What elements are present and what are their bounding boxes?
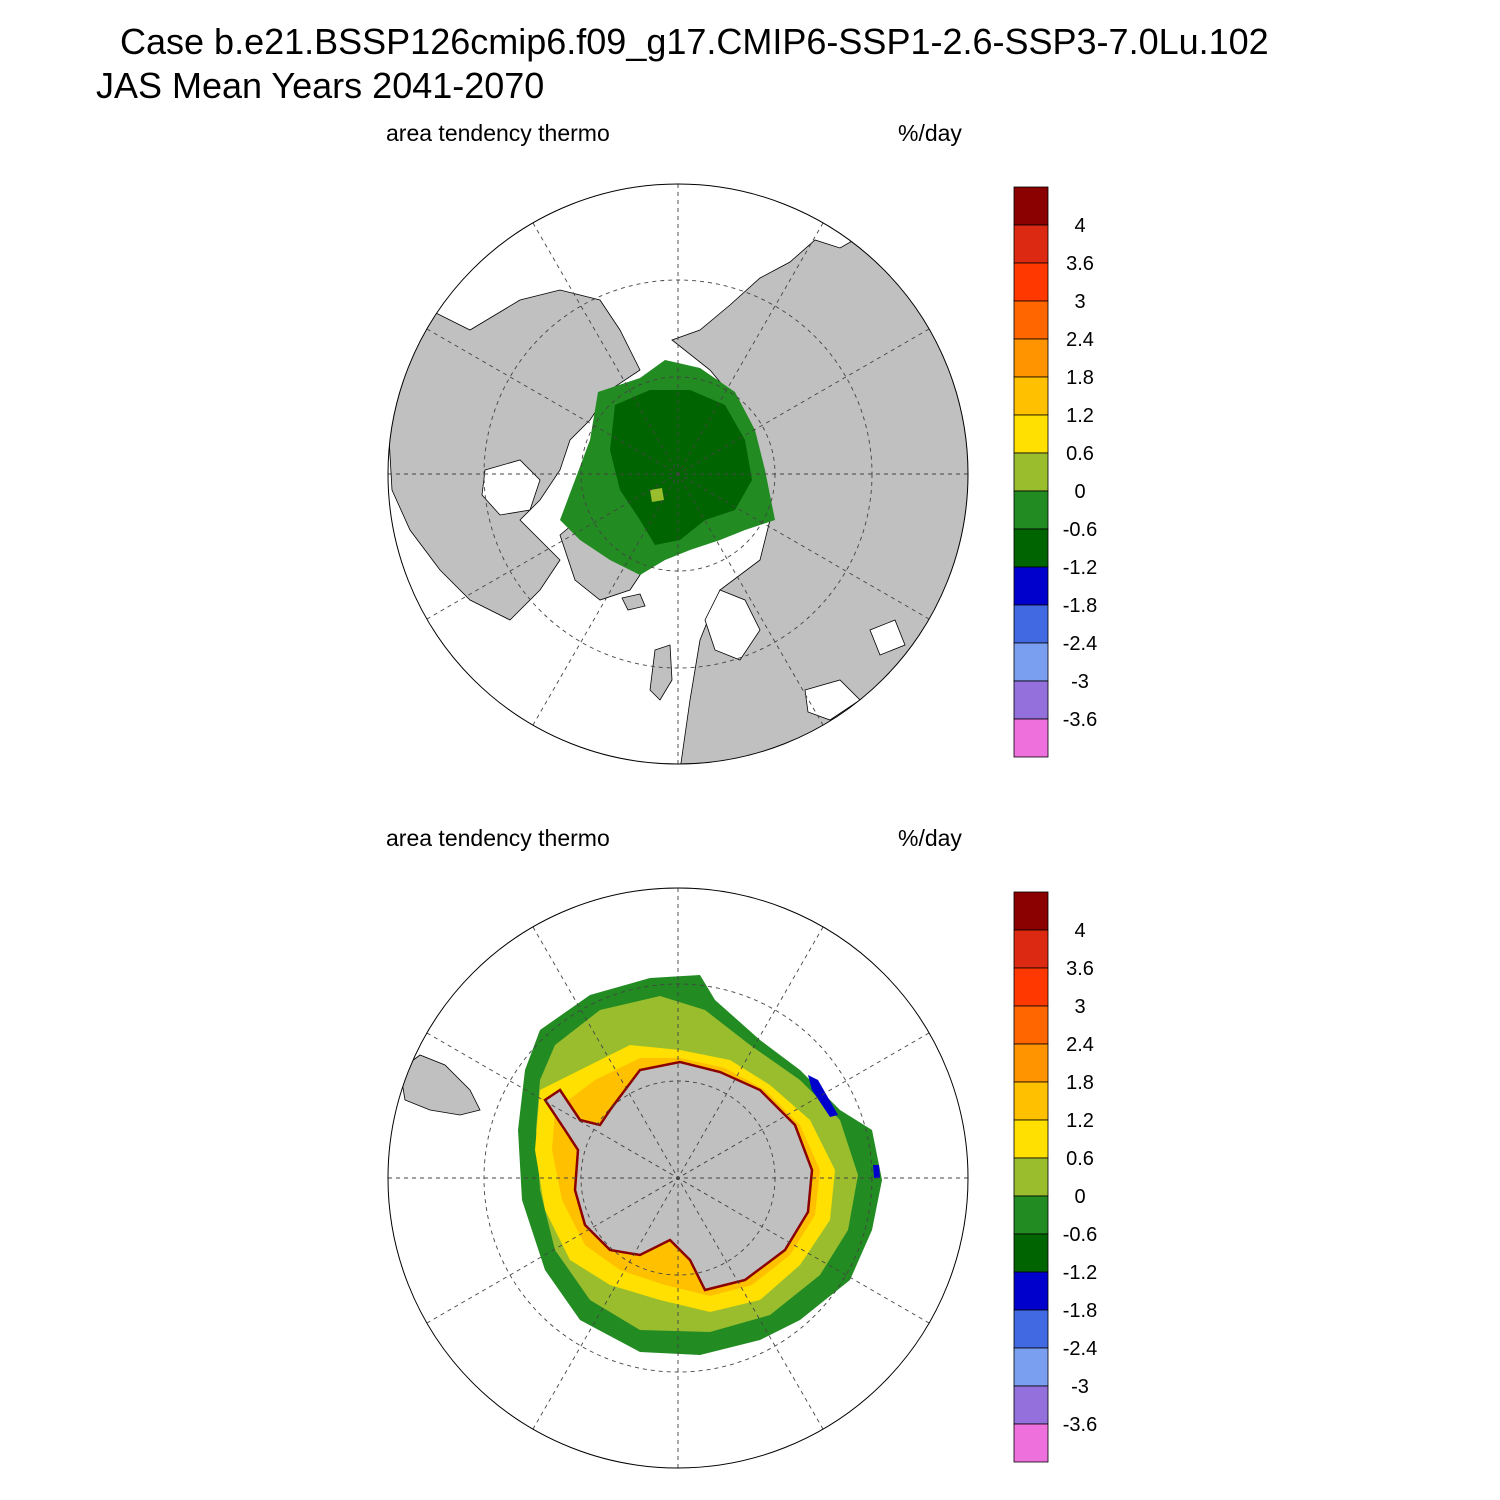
south-colorbar-tick-label: 0.6 [1066,1148,1094,1170]
north-colorbar-tick-label: 0 [1074,481,1085,503]
south-colorbar-box-14 [1013,1423,1049,1463]
south-colorbar-tick-label: -1.2 [1063,1262,1097,1284]
south-colorbar-box-9 [1013,1233,1049,1273]
north-colorbar-box-1 [1013,224,1049,264]
south-colorbar-tick-label: 1.8 [1066,1072,1094,1094]
south-land-south-america [399,1054,481,1116]
north-land-iceland [621,593,646,611]
south-colorbar-tick-label: -3 [1071,1376,1089,1398]
south-colorbar-box-8 [1013,1195,1049,1235]
north-map-border [387,183,969,765]
south-map-content [399,975,882,1355]
south-panel-variable-label: area tendency thermo [386,825,610,851]
south-colorbar-tick-label: 4 [1074,920,1085,942]
north-colorbar-box-2 [1013,262,1049,302]
north-colorbar-tick-label: -1.2 [1063,557,1097,579]
south-colorbar-box-7 [1013,1157,1049,1197]
south-colorbar-box-3 [1013,1005,1049,1045]
north-colorbar-tick-label: 1.8 [1066,367,1094,389]
figure-title-line2: JAS Mean Years 2041-2070 [96,65,545,106]
north-colorbar-box-0 [1013,186,1049,226]
north-colorbar-tick-label: 4 [1074,215,1085,237]
south-colorbar-box-10 [1013,1271,1049,1311]
north-sea-caspian [804,679,861,721]
north-polar-map [387,183,969,765]
north-colorbar-tick-label: -1.8 [1063,595,1097,617]
south-colorbar: 4 3.6 3 2.4 1.8 1.2 0.6 0 -0.6 -1.2 -1.8 -2.4 -3 -3.6 [1013,891,1097,1463]
north-colorbar-box-9 [1013,528,1049,568]
north-colorbar-box-4 [1013,338,1049,378]
south-colorbar-box-6 [1013,1119,1049,1159]
south-colorbar-box-2 [1013,967,1049,1007]
south-colorbar-box-4 [1013,1043,1049,1083]
south-land-antarctica [543,1060,814,1292]
north-ice-field-core [610,390,752,545]
south-colorbar-box-5 [1013,1081,1049,1121]
south-colorbar-tick-label: 0 [1074,1186,1085,1208]
north-colorbar-box-11 [1013,604,1049,644]
north-colorbar-box-7 [1013,452,1049,492]
south-ice-negative-patch-1 [808,1075,838,1117]
north-sea-black [869,619,906,656]
north-colorbar-tick-label: -0.6 [1063,519,1097,541]
south-colorbar-tick-label: 2.4 [1066,1034,1094,1056]
south-colorbar-box-12 [1013,1347,1049,1387]
figure-title-line1: Case b.e21.BSSP126cmip6.f09_g17.CMIP6-SS… [120,21,1269,62]
south-colorbar-box-11 [1013,1309,1049,1349]
south-colorbar-tick-label: 3.6 [1066,958,1094,980]
north-colorbar-tick-label: -3 [1071,671,1089,693]
north-colorbar-box-14 [1013,718,1049,758]
south-ice-negative-patch-2 [873,1165,880,1178]
south-map-border [387,887,969,1469]
north-colorbar-box-8 [1013,490,1049,530]
south-graticule [388,888,968,1468]
south-colorbar-tick-label: -0.6 [1063,1224,1097,1246]
north-colorbar-box-5 [1013,376,1049,416]
south-colorbar-tick-label: -1.8 [1063,1300,1097,1322]
south-colorbar-tick-label: -2.4 [1063,1338,1097,1360]
south-colorbar-box-13 [1013,1385,1049,1425]
north-colorbar-box-13 [1013,680,1049,720]
north-colorbar-tick-label: -3.6 [1063,709,1097,731]
south-polar-map [387,887,969,1469]
south-colorbar-box-1 [1013,929,1049,969]
north-colorbar-box-6 [1013,414,1049,454]
south-colorbar-tick-label: 3 [1074,996,1085,1018]
north-sea-baltic [704,589,761,661]
south-colorbar-tick-label: -3.6 [1063,1414,1097,1436]
south-panel-units-label: %/day [898,825,962,851]
north-colorbar-box-3 [1013,300,1049,340]
north-panel-variable-label: area tendency thermo [386,120,610,146]
north-colorbar-tick-label: 1.2 [1066,405,1094,427]
north-land-britain [649,644,673,701]
north-colorbar-box-10 [1013,566,1049,606]
north-map-content [388,231,968,764]
north-ice-patch-positive [650,488,664,502]
north-colorbar-tick-label: 0.6 [1066,443,1094,465]
north-colorbar-tick-label: 3 [1074,291,1085,313]
north-colorbar: 4 3.6 3 2.4 1.8 1.2 0.6 0 -0.6 -1.2 -1.8 -2.4 -3 -3.6 [1013,186,1097,758]
north-graticule [388,184,968,764]
south-colorbar-tick-label: 1.2 [1066,1110,1094,1132]
north-colorbar-box-12 [1013,642,1049,682]
north-land-america [388,289,641,621]
north-colorbar-tick-label: 3.6 [1066,253,1094,275]
north-panel-units-label: %/day [898,120,962,146]
south-colorbar-box-0 [1013,891,1049,931]
north-colorbar-tick-label: 2.4 [1066,329,1094,351]
north-colorbar-tick-label: -2.4 [1063,633,1097,655]
